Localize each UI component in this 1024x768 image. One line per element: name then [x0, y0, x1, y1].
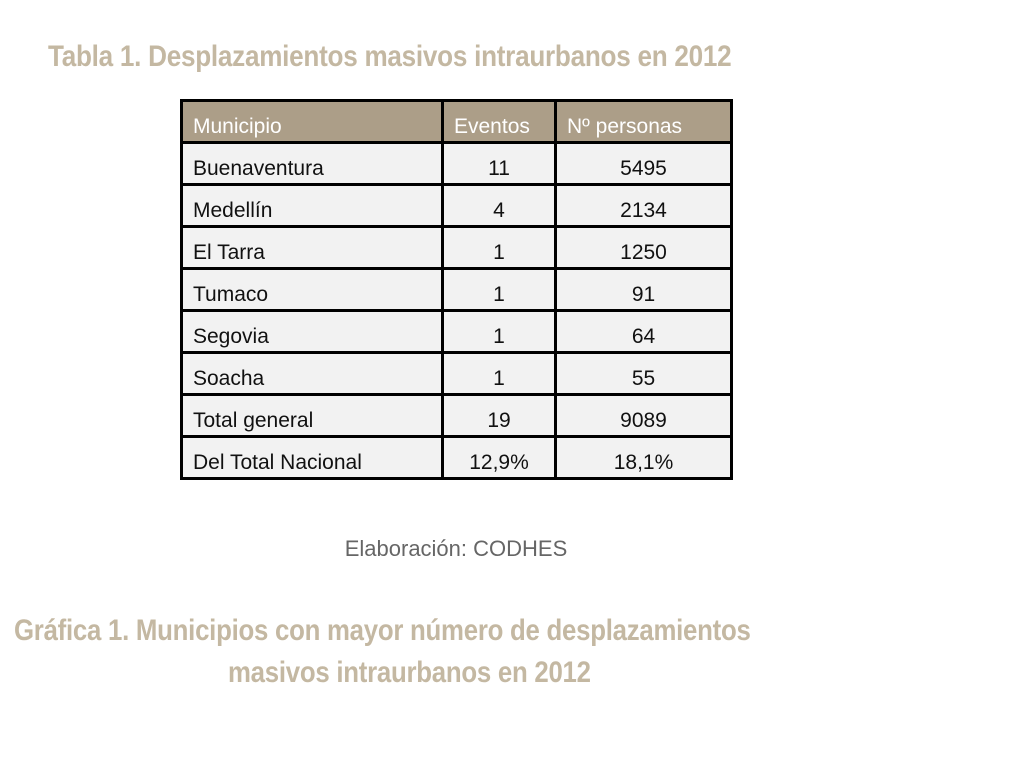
cell-eventos: 1	[441, 351, 557, 396]
cell-personas: 64	[554, 309, 733, 354]
cell-eventos: 12,9%	[441, 435, 557, 480]
table-row: Total general 19 9089	[180, 393, 733, 438]
source-note: Elaboración: CODHES	[344, 536, 568, 561]
table-row: Medellín 4 2134	[180, 183, 733, 228]
table-row: Soacha 1 55	[180, 351, 733, 396]
cell-personas: 2134	[554, 183, 733, 228]
cell-municipio: El Tarra	[180, 225, 444, 270]
cell-eventos: 4	[441, 183, 557, 228]
cell-municipio: Medellín	[180, 183, 444, 228]
table-row: Del Total Nacional 12,9% 18,1%	[180, 435, 733, 480]
cell-personas: 1250	[554, 225, 733, 270]
table-title: Tabla 1. Desplazamientos masivos intraur…	[48, 40, 732, 73]
table-row: Buenaventura 11 5495	[180, 141, 733, 186]
cell-personas: 5495	[554, 141, 733, 186]
table-row: Segovia 1 64	[180, 309, 733, 354]
cell-personas: 55	[554, 351, 733, 396]
cell-eventos: 1	[441, 267, 557, 312]
cell-municipio: Tumaco	[180, 267, 444, 312]
cell-eventos: 1	[441, 309, 557, 354]
header-personas: Nº personas	[554, 99, 733, 144]
header-eventos: Eventos	[441, 99, 557, 144]
table-header-row: Municipio Eventos Nº personas	[180, 99, 733, 144]
cell-personas: 9089	[554, 393, 733, 438]
table-row: Tumaco 1 91	[180, 267, 733, 312]
cell-municipio: Buenaventura	[180, 141, 444, 186]
chart-title-line2: masivos intraurbanos en 2012	[228, 656, 591, 689]
header-municipio: Municipio	[180, 99, 444, 144]
cell-municipio: Del Total Nacional	[180, 435, 444, 480]
cell-municipio: Total general	[180, 393, 444, 438]
chart-title-line1: Gráfica 1. Municipios con mayor número d…	[14, 614, 751, 647]
cell-personas: 18,1%	[554, 435, 733, 480]
cell-personas: 91	[554, 267, 733, 312]
cell-municipio: Soacha	[180, 351, 444, 396]
table-row: El Tarra 1 1250	[180, 225, 733, 270]
cell-eventos: 11	[441, 141, 557, 186]
cell-municipio: Segovia	[180, 309, 444, 354]
cell-eventos: 1	[441, 225, 557, 270]
cell-eventos: 19	[441, 393, 557, 438]
displacement-table: Municipio Eventos Nº personas Buenaventu…	[180, 99, 733, 480]
